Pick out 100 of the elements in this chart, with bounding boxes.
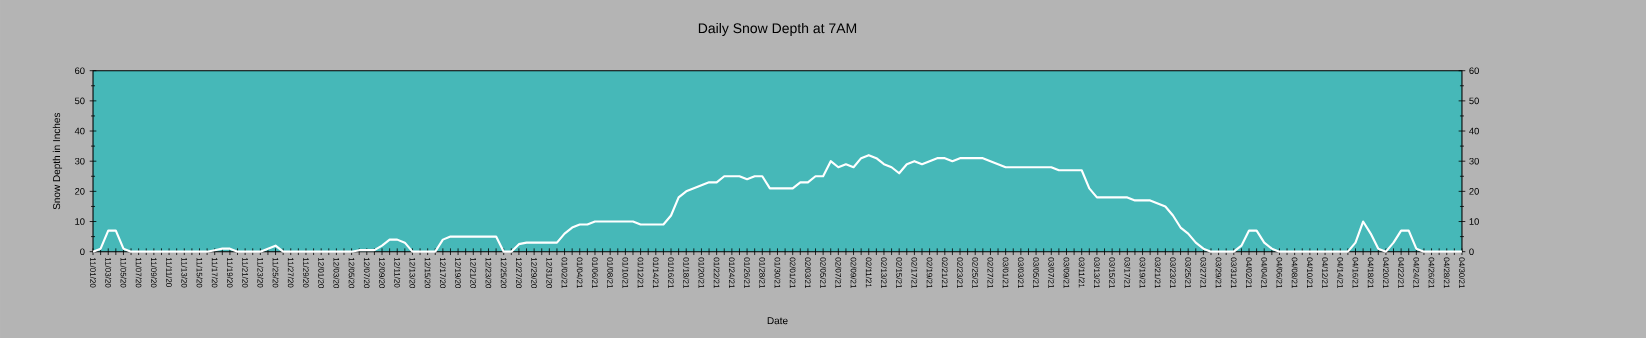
x-tick-label: 04/12/21 <box>1322 257 1329 289</box>
x-tick-label: 04/22/21 <box>1398 257 1405 289</box>
chart-title: Daily Snow Depth at 7AM <box>698 22 857 36</box>
x-tick-label: 03/29/21 <box>1215 257 1222 289</box>
x-tick-label: 03/15/21 <box>1109 257 1116 289</box>
x-tick-label: 11/25/20 <box>272 257 279 288</box>
y2-tick-label: 40 <box>1469 127 1479 135</box>
x-tick-label: 03/27/21 <box>1200 257 1207 289</box>
x-tick-label: 01/24/21 <box>728 257 735 289</box>
x-tick-label: 11/23/20 <box>257 257 264 288</box>
x-tick-label: 12/07/20 <box>363 257 370 289</box>
x-tick-label: 01/26/21 <box>744 257 751 289</box>
x-tick-label: 02/05/21 <box>820 257 827 289</box>
x-tick-label: 04/30/21 <box>1459 257 1465 289</box>
x-tick-label: 01/18/21 <box>683 257 690 289</box>
y-tick-label: 50 <box>74 97 85 105</box>
x-tick-label: 01/06/21 <box>592 257 598 289</box>
x-tick-label: 11/01/20 <box>90 257 96 288</box>
x-tick-label: 11/27/20 <box>287 257 294 288</box>
y-tick-label: 10 <box>75 218 85 225</box>
x-tick-label: 01/16/21 <box>668 257 674 289</box>
x-tick-label: 03/23/21 <box>1170 257 1176 289</box>
x-tick-label: 02/11/21 <box>865 257 872 288</box>
x-tick-label: 12/25/20 <box>500 257 507 289</box>
y-tick-label: 30 <box>74 157 85 165</box>
x-tick-label: 04/04/21 <box>1261 257 1268 289</box>
x-tick-label: 01/10/21 <box>622 257 629 289</box>
x-tick-label: 11/09/20 <box>150 257 157 288</box>
x-tick-label: 04/10/21 <box>1306 257 1313 289</box>
y2-tick-label: 50 <box>1469 97 1479 105</box>
x-tick-label: 03/13/21 <box>1093 257 1100 289</box>
x-tick-label: 03/05/21 <box>1033 257 1040 289</box>
x-axis-title: Date <box>767 317 788 325</box>
x-tick-label: 02/17/21 <box>911 257 918 289</box>
y-tick-label: 20 <box>75 188 85 195</box>
x-tick-label: 03/17/21 <box>1124 257 1131 289</box>
x-tick-label: 01/20/21 <box>698 257 705 289</box>
y2-tick-label: 10 <box>1469 218 1479 225</box>
x-tick-label: 12/21/20 <box>470 257 477 289</box>
x-tick-label: 12/01/20 <box>318 257 325 289</box>
x-tick-label: 11/29/20 <box>303 257 309 288</box>
x-tick-label: 01/04/21 <box>576 257 583 289</box>
y-tick-label: 60 <box>75 67 85 74</box>
x-tick-label: 03/09/21 <box>1063 257 1070 289</box>
y-tick-label: 0 <box>80 248 85 255</box>
x-tick-label: 01/22/21 <box>713 257 720 289</box>
x-tick-label: 12/31/20 <box>546 257 553 289</box>
y2-tick-label: 30 <box>1469 157 1479 165</box>
x-tick-label: 11/05/20 <box>120 257 127 288</box>
x-tick-label: 11/11/20 <box>166 257 173 287</box>
x-tick-label: 04/14/21 <box>1337 257 1344 289</box>
x-tick-label: 03/25/21 <box>1185 257 1192 289</box>
x-tick-label: 03/21/21 <box>1154 257 1161 289</box>
x-tick-label: 01/08/21 <box>607 257 614 289</box>
x-tick-label: 02/13/21 <box>881 257 887 289</box>
x-tick-label: 04/24/21 <box>1413 257 1420 289</box>
x-tick-label: 02/15/21 <box>896 257 903 289</box>
x-tick-label: 12/19/20 <box>455 257 462 289</box>
x-tick-label: 12/27/20 <box>515 257 522 289</box>
x-tick-label: 11/03/20 <box>105 257 112 288</box>
x-tick-label: 02/25/21 <box>972 257 979 289</box>
x-tick-label: 03/31/21 <box>1230 257 1237 289</box>
x-tick-label: 04/06/21 <box>1276 257 1283 289</box>
x-tick-label: 03/19/21 <box>1139 257 1146 289</box>
y2-tick-label: 0 <box>1469 248 1474 255</box>
x-tick-label: 01/30/21 <box>774 257 781 289</box>
x-tick-label: 02/07/21 <box>835 257 842 289</box>
x-tick-label: 04/16/21 <box>1352 257 1359 289</box>
x-tick-label: 12/29/20 <box>531 257 538 289</box>
x-tick-label: 04/02/21 <box>1246 257 1252 289</box>
x-tick-label: 11/15/20 <box>196 257 203 288</box>
y-axis-title: Snow Depth in Inches <box>52 112 63 210</box>
x-tick-label: 11/13/20 <box>181 257 188 288</box>
x-tick-label: 11/17/20 <box>211 257 218 288</box>
y2-tick-label: 60 <box>1469 67 1479 74</box>
x-tick-label: 12/13/20 <box>409 257 416 289</box>
x-tick-label: 04/18/21 <box>1367 257 1374 289</box>
x-tick-label: 12/05/20 <box>348 257 355 289</box>
x-tick-label: 04/28/21 <box>1443 257 1450 289</box>
x-tick-label: 04/26/21 <box>1428 257 1435 289</box>
x-tick-label: 03/11/21 <box>1078 257 1085 288</box>
x-tick-label: 12/15/20 <box>424 257 431 289</box>
x-tick-label: 01/14/21 <box>652 257 659 289</box>
x-tick-label: 11/21/20 <box>242 257 249 288</box>
x-tick-label: 12/11/20 <box>394 257 401 288</box>
x-tick-label: 02/09/21 <box>850 257 857 289</box>
x-tick-label: 11/07/20 <box>135 257 142 288</box>
x-tick-label: 11/19/20 <box>226 257 233 288</box>
x-tick-label: 02/01/21 <box>789 257 796 289</box>
x-tick-label: 03/07/21 <box>1048 257 1055 289</box>
x-tick-label: 01/02/21 <box>561 257 568 289</box>
x-tick-label: 03/03/21 <box>1017 257 1024 289</box>
x-tick-label: 04/08/21 <box>1291 257 1298 289</box>
x-tick-label: 02/27/21 <box>987 257 994 289</box>
y-tick-label: 40 <box>74 127 85 135</box>
x-tick-label: 02/03/21 <box>804 257 811 289</box>
x-tick-label: 01/28/21 <box>759 257 766 289</box>
x-tick-label: 02/19/21 <box>926 257 933 289</box>
y2-tick-label: 20 <box>1469 188 1479 195</box>
x-tick-label: 12/09/20 <box>379 257 385 289</box>
